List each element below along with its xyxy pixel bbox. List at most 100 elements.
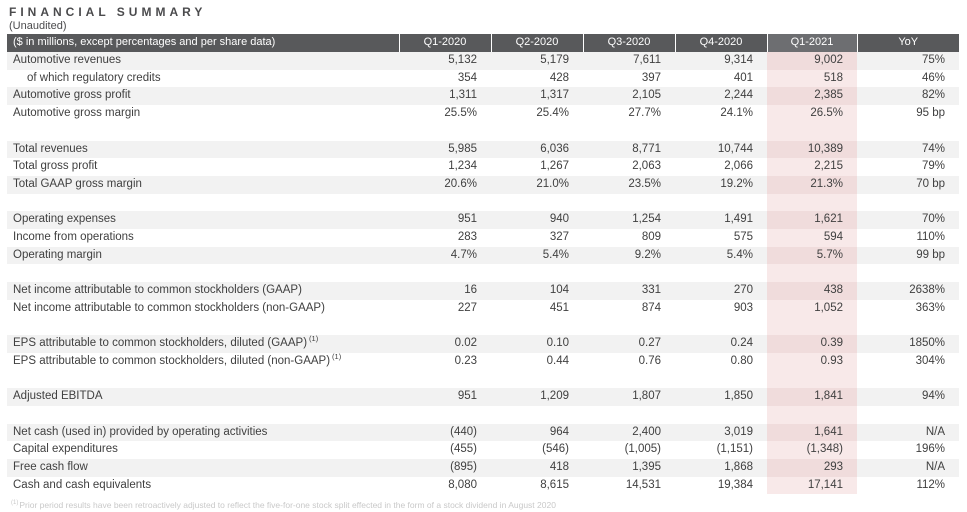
data-row: Net cash (used in) provided by operating… [7, 423, 959, 442]
spacer-row [7, 317, 959, 336]
value-cell: 20.6% [399, 175, 491, 194]
row-label: of which regulatory credits [27, 71, 161, 84]
header-cell-q4-2020: Q4-2020 [674, 34, 767, 52]
value-cell: 8,771 [583, 140, 675, 159]
spacer-cell [399, 194, 491, 212]
data-row: Total gross profit 1,234 1,267 2,063 2,066 2,… [7, 158, 959, 176]
spacer-cell [491, 194, 583, 212]
spacer-cell [857, 406, 959, 424]
q1-2021-value: 1,621 [767, 211, 857, 229]
value-cell: 110% [916, 231, 945, 243]
value-cell: (1,151) [716, 443, 753, 456]
value-cell: 19,384 [717, 478, 753, 491]
value-cell: 0.10 [491, 335, 583, 353]
value-cell: (1,005) [624, 443, 661, 456]
header-cell-q2-2020: Q2-2020 [490, 34, 583, 52]
value-cell: 2,400 [583, 423, 675, 442]
value-cell: 874 [641, 301, 661, 314]
header-cell-label: ($ in millions, except percentages and p… [7, 34, 399, 52]
spacer-cell [7, 264, 399, 282]
value-cell: 1,209 [491, 388, 583, 406]
header-cell-q3-2020: Q3-2020 [582, 34, 675, 52]
spacer-cell [399, 123, 491, 141]
spacer-cell [491, 406, 583, 424]
spacer-cell [857, 194, 959, 212]
value-cell: 2,066 [724, 160, 753, 173]
value-cell: 1,234 [448, 160, 477, 173]
value-cell: 95 bp [916, 107, 945, 120]
value-cell: 418 [491, 459, 583, 477]
spacer-cell [675, 123, 767, 141]
spacer-cell [491, 318, 583, 336]
row-label: Income from operations [13, 231, 134, 243]
value-cell: 227 [457, 301, 477, 314]
value-cell: 2638% [857, 282, 959, 300]
spacer-cell [767, 405, 857, 424]
data-row: Income from operations 283 327 809 575 594 110… [7, 229, 959, 247]
value-cell: 23.5% [583, 175, 675, 194]
spacer-cell [399, 406, 491, 424]
value-cell: 2,063 [632, 160, 661, 173]
spacer-cell [857, 123, 959, 141]
spacer-cell [675, 371, 767, 389]
value-cell: 7,611 [583, 52, 675, 70]
value-cell: 5,985 [399, 140, 491, 159]
value-cell: 951 [399, 211, 491, 229]
value-cell: N/A [857, 459, 959, 477]
spacer-cell [857, 318, 959, 336]
spacer-cell [7, 123, 399, 141]
q1-2021-value: 293 [767, 459, 857, 477]
value-cell: 8,615 [540, 478, 569, 491]
footnote-ref: (1) [309, 335, 319, 344]
value-cell: 82% [857, 87, 959, 106]
spacer-cell [583, 194, 675, 212]
value-cell: 270 [675, 282, 767, 300]
value-cell: 99 bp [857, 246, 959, 265]
q1-2021-value: 17,141 [767, 476, 857, 495]
q1-2021-value: 594 [767, 229, 857, 247]
value-cell: 327 [549, 231, 569, 243]
data-row: Automotive gross margin 25.5% 25.4% 27.7% 24… [7, 105, 959, 123]
page-title: FINANCIAL SUMMARY [9, 5, 207, 19]
value-cell: 1,267 [540, 160, 569, 173]
value-cell: 14,531 [625, 478, 661, 491]
row-label: Automotive revenues [7, 52, 399, 70]
spacer-cell [399, 264, 491, 282]
spacer-cell [583, 406, 675, 424]
value-cell: 1,317 [491, 87, 583, 106]
value-cell: 1,491 [675, 211, 767, 229]
value-cell: 283 [457, 231, 477, 243]
row-label: Free cash flow [7, 459, 399, 477]
q1-2021-value: 518 [767, 69, 857, 88]
q1-2021-value: 1,052 [767, 299, 857, 318]
value-cell: 9,314 [675, 52, 767, 70]
value-cell: 4.7% [399, 246, 491, 265]
value-cell: 19.2% [675, 175, 767, 194]
value-cell: 25.5% [444, 107, 477, 120]
value-cell: 2,244 [675, 87, 767, 106]
value-cell: 809 [641, 231, 661, 243]
data-row: Operating expenses 951 940 1,254 1,491 1,621 7… [7, 211, 959, 229]
spacer-cell [675, 264, 767, 282]
spacer-cell [767, 317, 857, 336]
spacer-cell [767, 122, 857, 141]
data-row: Automotive gross profit 1,311 1,317 2,105 2,… [7, 87, 959, 106]
value-cell: 25.4% [536, 107, 569, 120]
value-cell: 75% [857, 52, 959, 70]
value-cell: 354 [457, 71, 477, 84]
spacer-cell [399, 371, 491, 389]
row-label: Automotive gross margin [13, 107, 141, 120]
row-label: Adjusted EBITDA [7, 388, 399, 406]
q1-2021-value: 21.3% [767, 175, 857, 194]
value-cell: 0.24 [675, 335, 767, 353]
row-label: Total GAAP gross margin [7, 175, 399, 194]
value-cell: 1,850 [675, 388, 767, 406]
row-label: Total gross profit [13, 160, 98, 173]
row-label: EPS attributable to common stockholders,… [7, 335, 399, 353]
value-cell: 397 [641, 71, 661, 84]
spacer-cell [675, 318, 767, 336]
value-cell: 5,179 [491, 52, 583, 70]
value-cell: (455) [450, 443, 477, 456]
value-cell: 94% [857, 388, 959, 406]
